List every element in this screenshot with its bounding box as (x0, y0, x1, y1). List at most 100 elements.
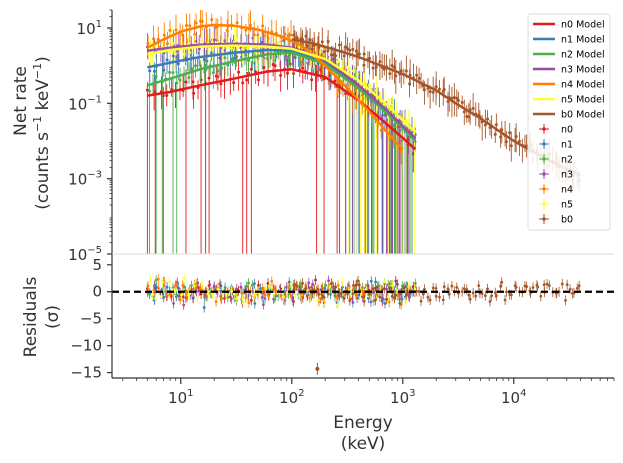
residual-point-n4 (214, 300, 218, 304)
residual-point-n5 (206, 292, 210, 296)
data-point-b0 (437, 87, 441, 91)
legend-label-n3-Model: n3 Model (561, 65, 605, 76)
data-point-n4 (283, 32, 287, 36)
xtick-label-base: 10 (501, 389, 520, 407)
data-point-b0 (320, 40, 324, 44)
residual-point-b0 (340, 291, 344, 295)
data-point-n2 (203, 70, 207, 74)
data-point-b0 (483, 123, 487, 127)
data-point-n1 (152, 69, 156, 73)
residual-point-b0 (503, 298, 507, 302)
data-point-b0 (354, 49, 358, 53)
data-point-n0 (273, 64, 277, 68)
legend-swatch-marker-n3 (542, 172, 546, 176)
residual-point-b0 (575, 286, 579, 290)
residual-point-n3 (212, 285, 216, 288)
data-point-n5 (367, 83, 371, 87)
data-point-n2 (194, 64, 198, 68)
residual-point-n5 (340, 280, 344, 284)
xtick-label-exp: 2 (298, 388, 304, 399)
spectrum-ytick-label-base: 10 (68, 246, 87, 264)
data-point-n2 (168, 70, 172, 74)
residual-point-b0 (423, 287, 426, 291)
residual-point-n4 (244, 296, 248, 300)
residual-point-b0 (504, 290, 508, 294)
data-point-b0 (371, 66, 375, 70)
residual-point-b0 (438, 295, 441, 299)
residual-point-n3 (203, 293, 206, 297)
residual-point-n4 (219, 297, 223, 301)
residual-point-n3 (385, 287, 388, 291)
residuals-ytick-label: −10 (70, 337, 102, 355)
spectrum-ytick-label: 10−3 (68, 170, 102, 189)
residual-point-b0 (334, 285, 337, 289)
residual-point-n2 (288, 287, 292, 291)
residual-point-n5 (151, 293, 155, 296)
residual-point-n4 (146, 284, 150, 288)
residual-point-b0 (531, 286, 535, 289)
residual-point-n1 (383, 302, 387, 305)
data-point-b0 (337, 43, 341, 47)
residual-point-b0 (304, 287, 308, 290)
residual-point-n5 (270, 286, 274, 290)
spectrum-ytick-label-exp: 1 (96, 19, 102, 30)
residual-point-b0 (293, 282, 297, 286)
data-point-b0 (442, 88, 446, 92)
data-point-b0 (456, 98, 460, 102)
data-point-n2 (190, 67, 194, 71)
residual-point-n5 (282, 295, 285, 299)
data-point-n2 (288, 53, 292, 57)
residual-point-b0 (305, 294, 309, 298)
residual-series-n4 (146, 274, 403, 310)
xtick-label: 104 (501, 388, 526, 407)
data-point-n5 (188, 51, 192, 55)
residual-point-n4 (274, 289, 278, 293)
residual-point-n5 (188, 292, 191, 295)
residual-point-b0 (441, 298, 445, 302)
residual-point-b0 (434, 294, 438, 298)
residual-point-n2 (154, 278, 158, 282)
residual-point-n3 (291, 299, 295, 303)
data-point-b0 (467, 115, 471, 119)
legend-box (527, 13, 611, 231)
data-point-n4 (162, 33, 166, 37)
residual-point-n5 (252, 293, 256, 297)
residual-point-n4 (266, 294, 270, 297)
residual-point-n5 (159, 295, 163, 298)
legend: n0 Model n1 Model n2 Model n3 Model n4 Model… (527, 13, 611, 231)
residual-point-n3 (172, 302, 175, 305)
residual-point-b0 (500, 280, 504, 284)
data-point-n2 (187, 76, 191, 80)
ylabel-spectrum-suffix: ) (33, 56, 53, 63)
residual-point-n3 (307, 281, 311, 285)
residual-point-n1 (369, 279, 373, 283)
data-point-n4 (289, 33, 293, 37)
residual-point-n3 (272, 297, 276, 301)
residual-point-n2 (298, 283, 302, 286)
residual-point-n5 (241, 301, 245, 305)
residual-point-b0 (536, 285, 540, 289)
residual-series-b0 (292, 275, 581, 309)
data-point-n0 (411, 152, 415, 156)
residuals-ytick-label: −5 (80, 310, 102, 328)
data-point-n2 (247, 59, 251, 63)
residual-point-b0 (385, 297, 388, 301)
ylabel-spectrum-line1: Net rate (11, 66, 31, 136)
residual-point-b0 (514, 285, 518, 289)
data-point-b0 (310, 47, 314, 51)
legend-label-n0-Model: n0 Model (561, 20, 605, 31)
legend-label-n1: n1 (561, 140, 573, 151)
residual-point-n3 (319, 288, 323, 291)
xlabel-line1: Energy (333, 413, 393, 433)
data-point-b0 (393, 66, 397, 70)
residual-point-b0 (542, 283, 546, 287)
residual-point-b0 (488, 300, 492, 303)
legend-label-n3: n3 (561, 170, 573, 181)
residual-point-b0 (467, 293, 471, 297)
residual-point-b0 (486, 287, 489, 291)
data-point-n0 (315, 70, 319, 74)
residual-point-n5 (182, 276, 186, 280)
xtick-label-exp: 1 (187, 388, 193, 399)
data-point-n0 (191, 80, 195, 84)
